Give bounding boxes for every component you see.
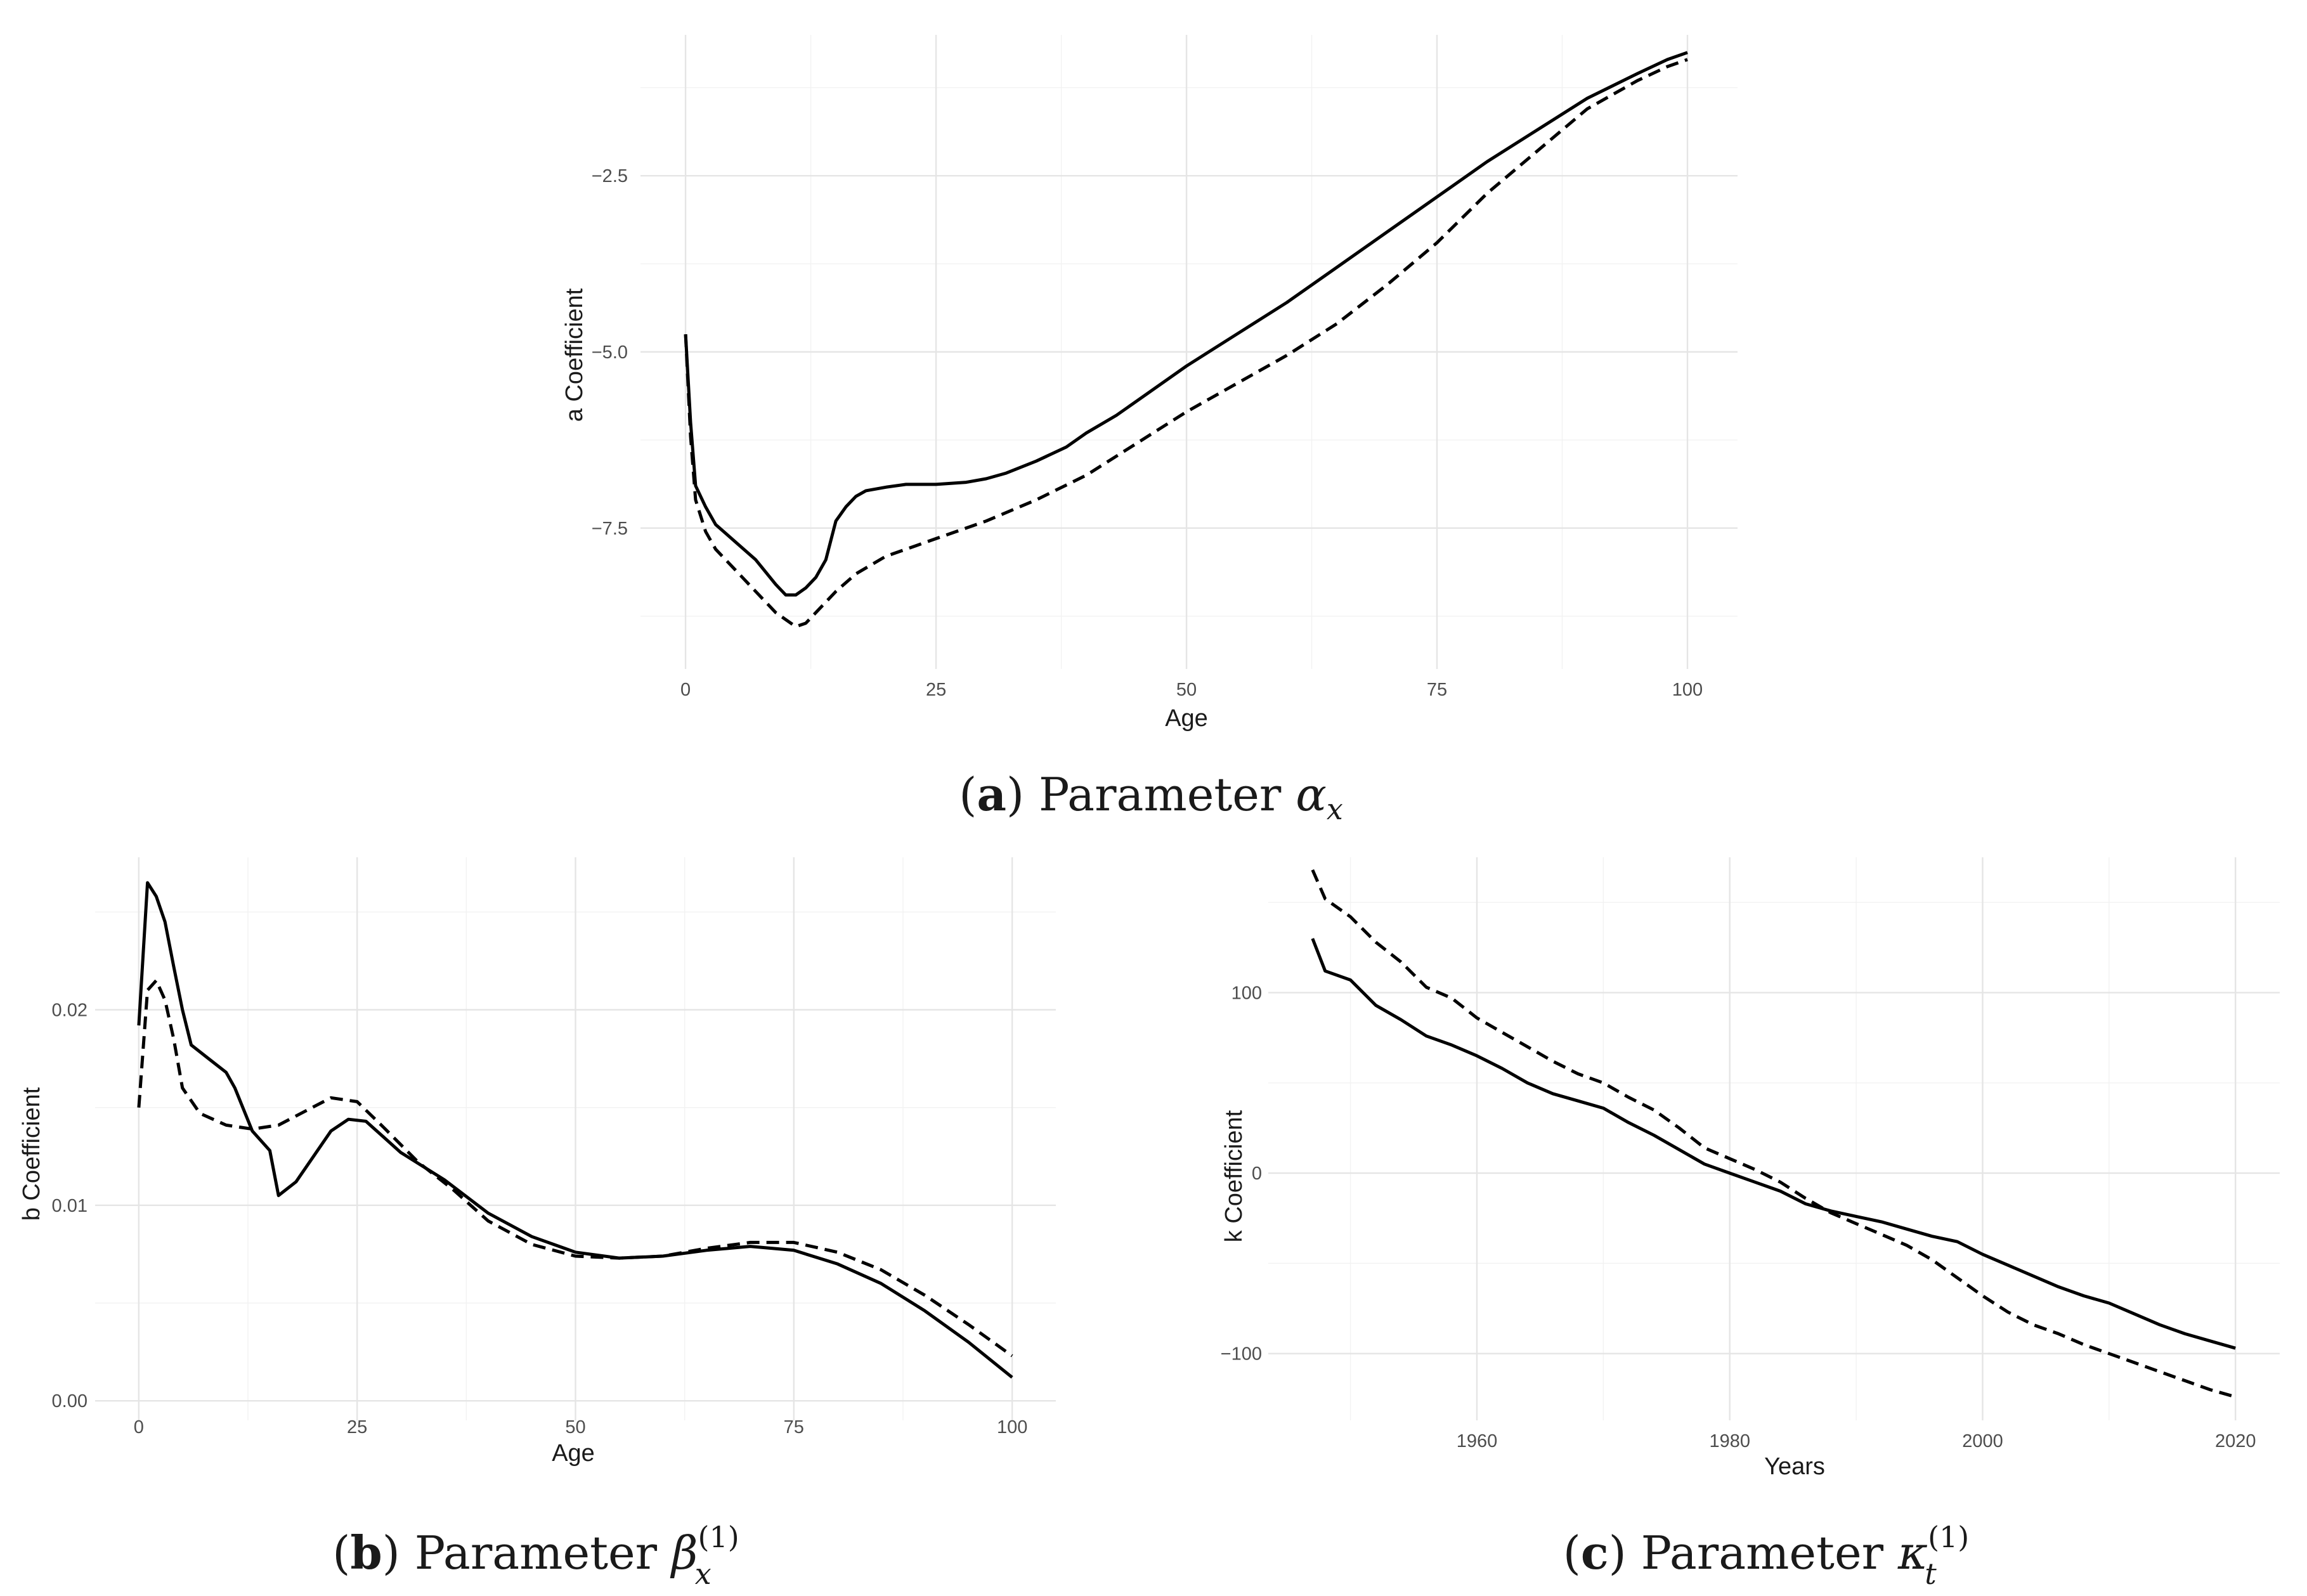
- series-line-dashed: [684, 58, 1688, 628]
- panel-a-grid: [640, 35, 1738, 669]
- panel-b-y-axis-label: b Coefficient: [18, 1087, 45, 1221]
- panel-a-y-ticks: −2.5 −5.0 −7.5: [592, 166, 628, 539]
- panel-b-caption-sup: (1): [698, 1520, 739, 1554]
- panel-b-caption-sub: x: [695, 1557, 712, 1591]
- x-tick-label: 1960: [1457, 1431, 1498, 1451]
- panel-b-caption-symbol: β: [670, 1526, 698, 1580]
- panel-a-caption-letter: a: [977, 767, 1006, 821]
- panel-b-caption-text: Parameter: [415, 1526, 658, 1580]
- x-tick-label: 0: [680, 680, 691, 700]
- panel-b-x-axis-label: Age: [552, 1440, 595, 1467]
- panel-c-kappa: 1960 1980 2000 2020 −100 0 100 Years k Coeffi…: [1221, 857, 2280, 1591]
- panel-b-caption: (b) Parameter β(1) x: [332, 1520, 739, 1591]
- x-tick-label: 2000: [1962, 1431, 2003, 1451]
- series-line-solid: [1311, 938, 2236, 1350]
- x-tick-label: 75: [784, 1417, 804, 1437]
- series-line-solid: [684, 51, 1688, 597]
- x-tick-label: 0: [134, 1417, 144, 1437]
- x-tick-label: 75: [1427, 680, 1447, 700]
- y-tick-label: 0.02: [52, 1001, 88, 1021]
- panel-c-caption-letter: c: [1581, 1526, 1609, 1580]
- panel-b-x-ticks: 0 25 50 75 100: [134, 1417, 1028, 1437]
- x-tick-label: 25: [347, 1417, 367, 1437]
- y-tick-label: 0: [1252, 1164, 1262, 1184]
- panel-a-x-axis-label: Age: [1165, 705, 1208, 732]
- panel-b-caption-letter: b: [350, 1526, 382, 1580]
- x-tick-label: 100: [997, 1417, 1027, 1437]
- panel-c-y-ticks: −100 0 100: [1221, 983, 1262, 1364]
- y-tick-label: −100: [1221, 1344, 1262, 1365]
- series-line-solid: [137, 881, 1013, 1379]
- series-line-dashed: [137, 978, 1013, 1358]
- panel-c-caption-sup: (1): [1928, 1520, 1969, 1554]
- panel-b-y-ticks: 0.00 0.01 0.02: [52, 1001, 88, 1412]
- panel-c-caption-sub: t: [1925, 1557, 1937, 1591]
- panel-c-series: [1311, 869, 2236, 1399]
- panel-c-x-axis-label: Years: [1764, 1453, 1825, 1480]
- x-tick-label: 50: [1176, 680, 1197, 700]
- series-line-dashed: [1311, 869, 2236, 1399]
- panel-a-alpha: 0 25 50 75 100 −2.5 −5.0 −7.5 Age a Coefficien…: [561, 35, 1738, 826]
- x-tick-label: 1980: [1709, 1431, 1750, 1451]
- panel-c-grid: [1268, 857, 2280, 1420]
- panel-c-x-ticks: 1960 1980 2000 2020: [1457, 1431, 2256, 1451]
- panel-b-beta: 0 25 50 75 100 0.00 0.01 0.02 Age b Coefficien…: [18, 857, 1056, 1591]
- y-tick-label: −7.5: [592, 519, 628, 539]
- panel-c-caption: (c) Parameter κ(1) t: [1563, 1520, 1970, 1591]
- x-tick-label: 50: [565, 1417, 585, 1437]
- y-tick-label: −5.0: [592, 342, 628, 363]
- x-tick-label: 2020: [2215, 1431, 2256, 1451]
- panel-b-grid: [95, 857, 1056, 1420]
- panel-c-y-axis-label: k Coefficient: [1221, 1110, 1247, 1242]
- panel-a-caption-sub: x: [1327, 792, 1343, 826]
- panel-a-x-ticks: 0 25 50 75 100: [680, 680, 1703, 700]
- x-tick-label: 100: [1672, 680, 1703, 700]
- panel-a-series: [684, 51, 1688, 628]
- panel-c-caption-text: Parameter: [1641, 1526, 1884, 1580]
- panel-a-caption-text: Parameter: [1039, 768, 1282, 821]
- panel-a-caption: (a) Parameter αx: [959, 767, 1343, 826]
- panel-a-y-axis-label: a Coefficient: [561, 288, 588, 422]
- y-tick-label: 100: [1231, 983, 1262, 1003]
- y-tick-label: 0.01: [52, 1196, 88, 1216]
- panel-c-caption-symbol: κ: [1897, 1526, 1928, 1580]
- panel-b-series: [137, 881, 1013, 1379]
- panel-a-caption-symbol: α: [1296, 768, 1327, 821]
- y-tick-label: −2.5: [592, 166, 628, 186]
- x-tick-label: 25: [926, 680, 946, 700]
- y-tick-label: 0.00: [52, 1391, 88, 1411]
